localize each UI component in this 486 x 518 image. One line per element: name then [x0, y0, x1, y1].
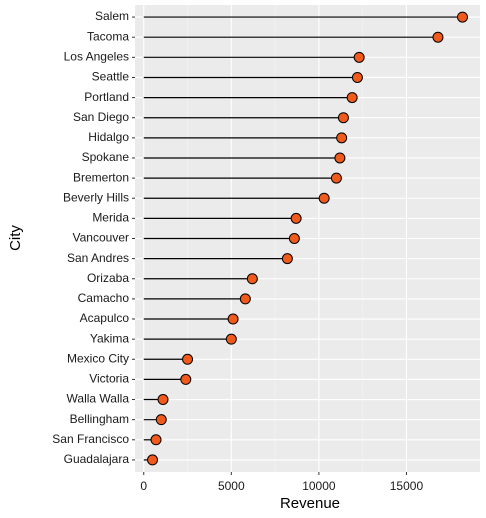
y-tick-label: San Diego — [73, 110, 129, 124]
point — [155, 414, 167, 426]
y-tick-label: Salem — [95, 9, 129, 23]
y-tick-label: Beverly Hills — [63, 190, 129, 204]
y-tick-label: Seattle — [92, 70, 130, 84]
point — [227, 313, 239, 325]
y-tick-label: Los Angeles — [64, 50, 129, 64]
y-tick-label: San Francisco — [52, 432, 129, 446]
y-tick-label: Walla Walla — [67, 392, 130, 406]
y-tick-label: Bremerton — [73, 170, 129, 184]
y-tick-label: Guadalajara — [64, 452, 130, 466]
point — [456, 11, 468, 23]
point — [239, 293, 251, 305]
y-tick-label: Yakima — [90, 331, 129, 345]
y-tick-label: Camacho — [78, 291, 130, 305]
y-tick-label: Vancouver — [73, 231, 129, 245]
point — [290, 212, 302, 224]
y-tick-label: Hidalgo — [88, 130, 129, 144]
point — [330, 172, 342, 184]
point — [318, 192, 330, 204]
y-tick-label: Acapulco — [80, 311, 130, 325]
point — [157, 394, 169, 406]
x-tick-label: 10000 — [302, 479, 336, 493]
point — [180, 373, 192, 385]
point — [336, 132, 348, 144]
y-tick-label: Victoria — [89, 372, 129, 386]
point — [225, 333, 237, 345]
point — [288, 233, 300, 244]
y-axis-title: City — [7, 225, 24, 251]
y-tick-label: Merida — [92, 211, 129, 225]
point — [351, 71, 363, 83]
point — [281, 253, 293, 265]
y-tick-label: Bellingham — [70, 412, 129, 426]
y-tick-label: Tacoma — [87, 29, 129, 43]
point — [150, 434, 162, 446]
y-tick-label: Mexico City — [67, 351, 129, 365]
x-tick-label: 0 — [140, 479, 147, 493]
x-axis-title: Revenue — [280, 495, 340, 512]
y-tick-label: Portland — [84, 90, 129, 104]
point — [246, 273, 258, 285]
point — [334, 152, 346, 164]
y-tick-label: San Andres — [67, 251, 129, 265]
point — [182, 353, 194, 365]
point — [353, 51, 365, 63]
y-tick-label: Orizaba — [87, 271, 129, 285]
y-tick-label: Spokane — [82, 150, 130, 164]
point — [432, 31, 444, 43]
point — [337, 112, 349, 124]
x-tick-label: 5000 — [218, 479, 245, 493]
x-tick-label: 15000 — [390, 479, 424, 493]
point — [147, 454, 159, 466]
point — [346, 92, 358, 104]
